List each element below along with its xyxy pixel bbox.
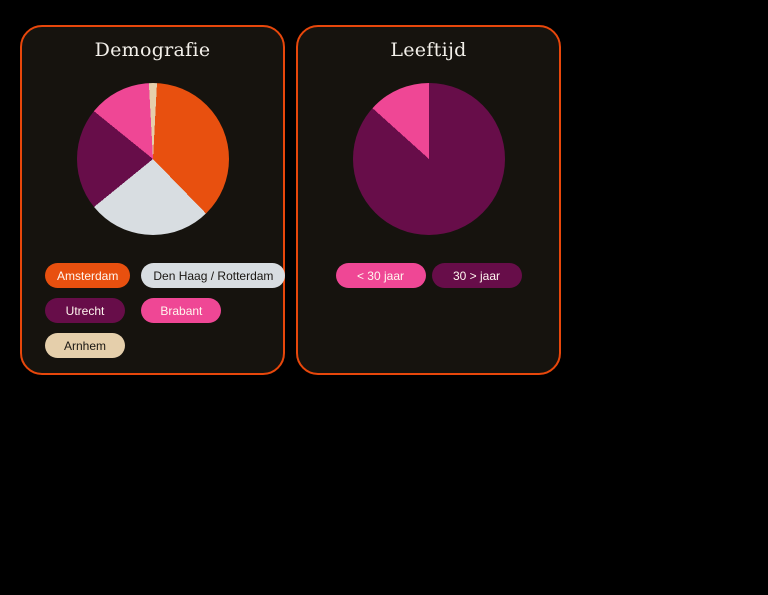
demografie-legend: Amsterdam Den Haag / Rotterdam Utrecht B… [45,263,286,358]
leeftijd-title: Leeftijd [390,39,467,61]
legend-pill-amsterdam[interactable]: Amsterdam [45,263,131,288]
legend-pill-brabant[interactable]: Brabant [141,298,222,323]
legend-pill-den-haag-rotterdam[interactable]: Den Haag / Rotterdam [141,263,286,288]
legend-pill-over-30[interactable]: 30 > jaar [431,263,522,288]
legend-pill-arnhem[interactable]: Arnhem [45,333,125,358]
demografie-title: Demografie [94,39,211,61]
legend-pill-under-30[interactable]: < 30 jaar [335,263,426,288]
card-demografie: Demografie Amsterdam Den Haag / Rotterda… [20,25,286,375]
legend-pill-utrecht[interactable]: Utrecht [45,298,125,323]
demografie-pie-chart [76,83,229,235]
leeftijd-pie-chart [352,83,505,235]
leeftijd-legend: < 30 jaar 30 > jaar [298,263,559,288]
card-leeftijd: Leeftijd < 30 jaar 30 > jaar [296,25,561,375]
